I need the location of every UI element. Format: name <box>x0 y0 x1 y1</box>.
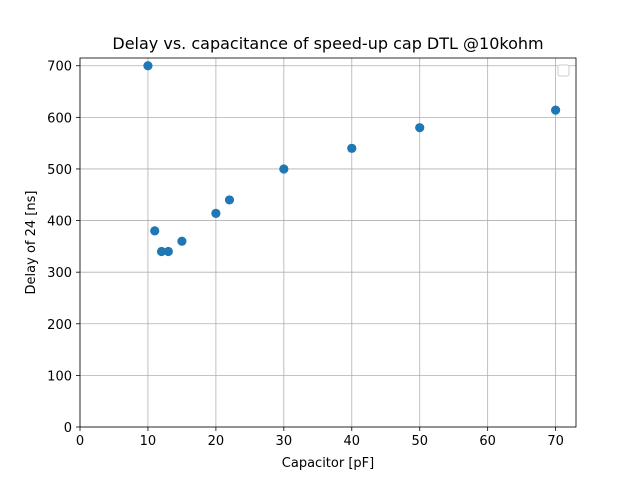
data-point <box>177 236 187 246</box>
grid-lines <box>79 58 576 428</box>
data-points <box>143 61 561 257</box>
data-point <box>156 246 167 257</box>
x-tick-label: 0 <box>76 434 84 449</box>
x-tick-label: 10 <box>140 434 157 449</box>
x-axis-title: Capacitor [pF] <box>282 456 374 471</box>
plot-frame <box>79 57 577 428</box>
data-point <box>279 164 289 174</box>
data-point <box>150 226 160 236</box>
y-axis-title: Delay of 24 [ns] <box>24 191 39 295</box>
data-point <box>163 246 173 257</box>
data-point <box>224 195 235 205</box>
x-tick-label: 40 <box>344 434 361 449</box>
data-point <box>143 61 153 71</box>
y-tick-label: 700 <box>47 60 72 75</box>
y-tick-label: 0 <box>64 421 72 436</box>
y-tick-label: 100 <box>47 369 72 384</box>
x-tick-label: 60 <box>479 434 496 449</box>
data-point <box>347 143 357 153</box>
x-tick-label: 30 <box>276 434 293 449</box>
y-tick-label: 600 <box>47 111 72 126</box>
y-tick-label: 200 <box>47 318 72 333</box>
x-tick-label: 50 <box>411 434 428 449</box>
y-tick-label: 400 <box>47 215 72 230</box>
x-tick-label: 70 <box>547 434 564 449</box>
chart-title: Delay vs. capacitance of speed-up cap DT… <box>112 34 543 53</box>
legend-box <box>557 64 570 77</box>
x-tick-label: 20 <box>208 434 225 449</box>
y-tick-label: 500 <box>47 163 72 178</box>
data-point <box>211 208 221 218</box>
data-point <box>551 105 561 115</box>
y-tick-label: 300 <box>47 266 72 281</box>
data-point <box>415 123 425 133</box>
